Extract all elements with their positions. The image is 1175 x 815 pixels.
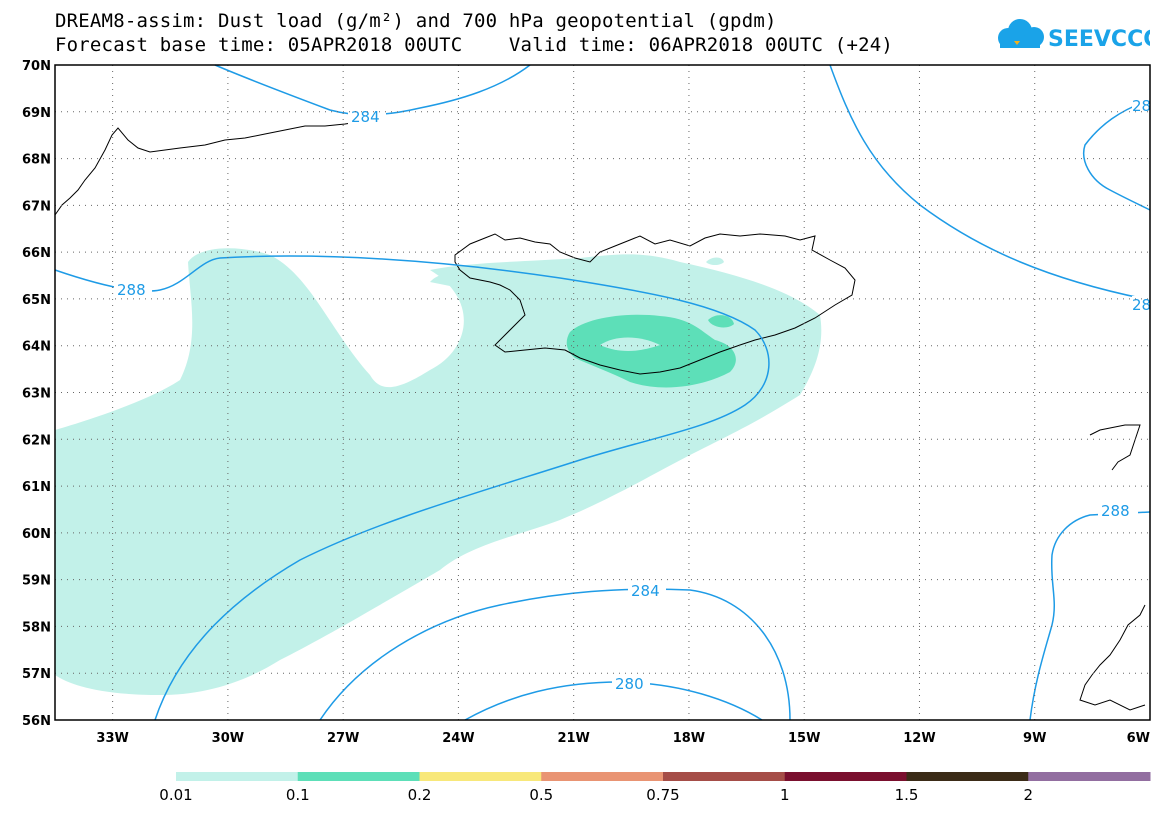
colorbar-swatch — [663, 772, 786, 781]
latitude-labels: 70N 69N 68N 67N 66N 65N 64N 63N 62N 61N 60N 59N 58N 5… — [22, 59, 51, 729]
colorbar-label: 0.5 — [529, 786, 553, 804]
graticule — [55, 65, 1150, 720]
lat-tick-label: 69N — [22, 106, 51, 121]
norway-coast-lower — [1079, 604, 1146, 711]
coastlines — [54, 120, 1146, 711]
lon-tick-label: 33W — [96, 731, 128, 746]
iceland-coast — [454, 233, 856, 375]
colorbar-label: 2 — [1023, 786, 1033, 804]
colorbar-label: 0.2 — [408, 786, 432, 804]
contour-labels: 288 284 288 284 280 28 28 — [114, 97, 1151, 694]
lat-tick-label: 64N — [22, 340, 51, 355]
lat-tick-label: 56N — [22, 714, 51, 729]
cloud-logo-icon — [998, 19, 1044, 48]
colorbar-label: 0.75 — [646, 786, 679, 804]
contour-288-main — [54, 255, 770, 721]
seevccc-logo: SEEVCCC — [998, 19, 1150, 52]
contour-label-28-ne: 28 — [1132, 97, 1151, 115]
logo-text: SEEVCCC — [1048, 27, 1150, 52]
contour-288-se — [1029, 511, 1151, 721]
dust-area-mid — [566, 314, 736, 388]
colorbar-label: 1 — [780, 786, 790, 804]
contour-label-280: 280 — [615, 675, 644, 693]
colorbar-label: 0.1 — [286, 786, 310, 804]
contour-east — [829, 64, 1151, 301]
lat-tick-label: 61N — [22, 480, 51, 495]
lat-tick-label: 60N — [22, 527, 51, 542]
colorbar-swatch — [541, 772, 664, 781]
lon-tick-label: 9W — [1023, 731, 1046, 746]
lat-tick-label: 70N — [22, 59, 51, 74]
lat-tick-label: 58N — [22, 620, 51, 635]
dust-area-gap — [600, 337, 660, 352]
lat-tick-label: 66N — [22, 246, 51, 261]
lat-tick-label: 62N — [22, 433, 51, 448]
lon-tick-label: 24W — [442, 731, 474, 746]
colorbar: 0.01 0.1 0.2 0.5 0.75 1 1.5 2 — [159, 772, 1151, 804]
contour-284-south — [319, 588, 791, 721]
greenland-coast — [54, 120, 366, 216]
colorbar-swatch — [297, 772, 420, 781]
contour-28-ne — [1083, 99, 1151, 211]
map-subtitle: Forecast base time: 05APR2018 00UTC Vali… — [55, 34, 894, 56]
colorbar-label: 0.01 — [159, 786, 192, 804]
lat-tick-label: 63N — [22, 387, 51, 402]
colorbar-swatch — [1028, 772, 1151, 781]
colorbar-swatch — [419, 772, 542, 781]
lon-tick-label: 30W — [212, 731, 244, 746]
lon-tick-label: 12W — [903, 731, 935, 746]
lat-tick-label: 67N — [22, 199, 51, 214]
lat-tick-label: 68N — [22, 153, 51, 168]
lat-tick-label: 57N — [22, 667, 51, 682]
longitude-labels: 33W 30W 27W 24W 21W 18W 15W 12W 9W 6W — [96, 731, 1150, 746]
contour-label-284-south: 284 — [631, 582, 660, 600]
contour-label-284-north: 284 — [351, 108, 380, 126]
map-frame — [54, 64, 1151, 721]
colorbar-label: 1.5 — [895, 786, 919, 804]
contour-label-288-east: 288 — [1101, 502, 1130, 520]
lon-tick-label: 15W — [788, 731, 820, 746]
lon-tick-label: 6W — [1127, 731, 1150, 746]
lat-tick-label: 65N — [22, 293, 51, 308]
contour-label-28-e: 28 — [1132, 296, 1151, 314]
norway-coast-upper — [1089, 424, 1141, 471]
colorbar-swatch — [176, 772, 299, 781]
colorbar-swatch — [784, 772, 907, 781]
contour-label-288-west: 288 — [117, 281, 146, 299]
lon-tick-label: 18W — [673, 731, 705, 746]
lon-tick-label: 27W — [327, 731, 359, 746]
colorbar-swatch — [906, 772, 1029, 781]
map-title: DREAM8-assim: Dust load (g/m²) and 700 h… — [55, 10, 777, 32]
lat-tick-label: 59N — [22, 574, 51, 589]
lon-tick-label: 21W — [557, 731, 589, 746]
dust-area-low — [55, 248, 822, 695]
